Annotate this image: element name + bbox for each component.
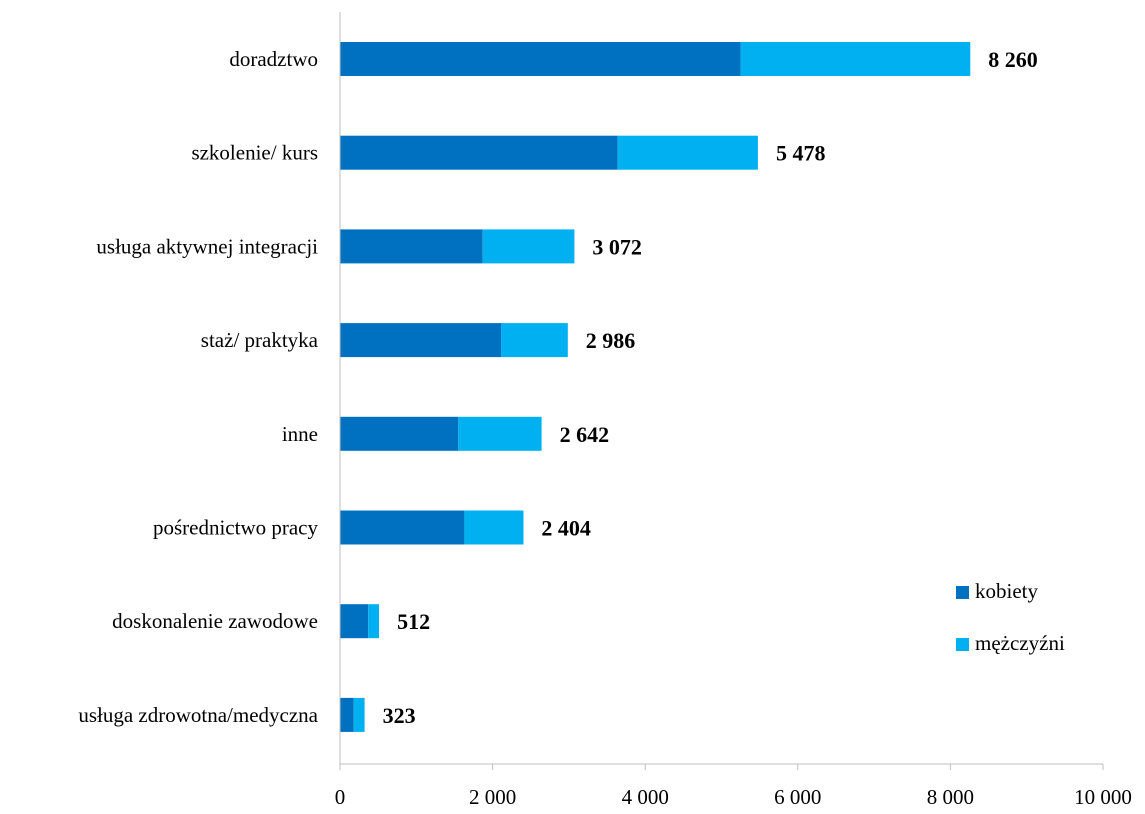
bar-segment-mezczyzni: [354, 698, 365, 732]
total-data-label: 512: [397, 609, 430, 634]
legend-swatch-kobiety: [956, 586, 969, 599]
bar-segment-mezczyzni: [458, 417, 541, 451]
category-label: szkolenie/ kurs: [191, 141, 318, 165]
total-data-label: 2 642: [560, 422, 610, 447]
bar-segment-kobiety: [340, 323, 501, 357]
total-data-label: 2 986: [586, 328, 636, 353]
bar-segment-kobiety: [340, 42, 741, 76]
total-data-label: 2 404: [541, 516, 591, 541]
total-data-label: 323: [383, 703, 416, 728]
x-tick-label: 6 000: [774, 785, 821, 809]
legend-label: kobiety: [975, 579, 1038, 603]
x-tick-label: 2 000: [469, 785, 516, 809]
bar-segment-mezczyzni: [368, 604, 379, 638]
bar-segment-mezczyzni: [464, 511, 523, 545]
bar-segment-kobiety: [340, 136, 618, 170]
bar-segment-kobiety: [340, 417, 458, 451]
legend: kobiety mężczyźni: [956, 579, 1065, 655]
bar-segment-mezczyzni: [618, 136, 758, 170]
category-label: usługa aktywnej integracji: [96, 234, 318, 258]
bar-segment-kobiety: [340, 229, 483, 263]
bar-segment-mezczyzni: [483, 229, 575, 263]
legend-swatch-mezczyzni: [956, 638, 969, 651]
bar-segment-mezczyzni: [501, 323, 568, 357]
category-label: staż/ praktyka: [201, 328, 319, 352]
bar-segment-mezczyzni: [741, 42, 971, 76]
total-data-label: 3 072: [592, 234, 642, 259]
x-tick-label: 8 000: [927, 785, 974, 809]
category-label: inne: [282, 422, 318, 446]
total-data-label: 5 478: [776, 141, 826, 166]
category-label: usługa zdrowotna/medyczna: [78, 703, 318, 727]
total-data-label: 8 260: [988, 47, 1037, 72]
bar-segment-kobiety: [340, 511, 464, 545]
legend-label: mężczyźni: [975, 631, 1065, 655]
x-tick-label: 4 000: [622, 785, 669, 809]
category-label: pośrednictwo pracy: [153, 516, 319, 540]
x-tick-label: 10 000: [1074, 785, 1132, 809]
bars-layer: [340, 42, 970, 732]
x-tick-label: 0: [335, 785, 346, 809]
axes: 0 2 000 4 000 6 000 8 000 10 000: [335, 12, 1132, 809]
category-label: doradztwo: [229, 47, 318, 71]
bar-segment-kobiety: [340, 698, 354, 732]
category-label: doskonalenie zawodowe: [112, 609, 318, 633]
bar-segment-kobiety: [340, 604, 368, 638]
